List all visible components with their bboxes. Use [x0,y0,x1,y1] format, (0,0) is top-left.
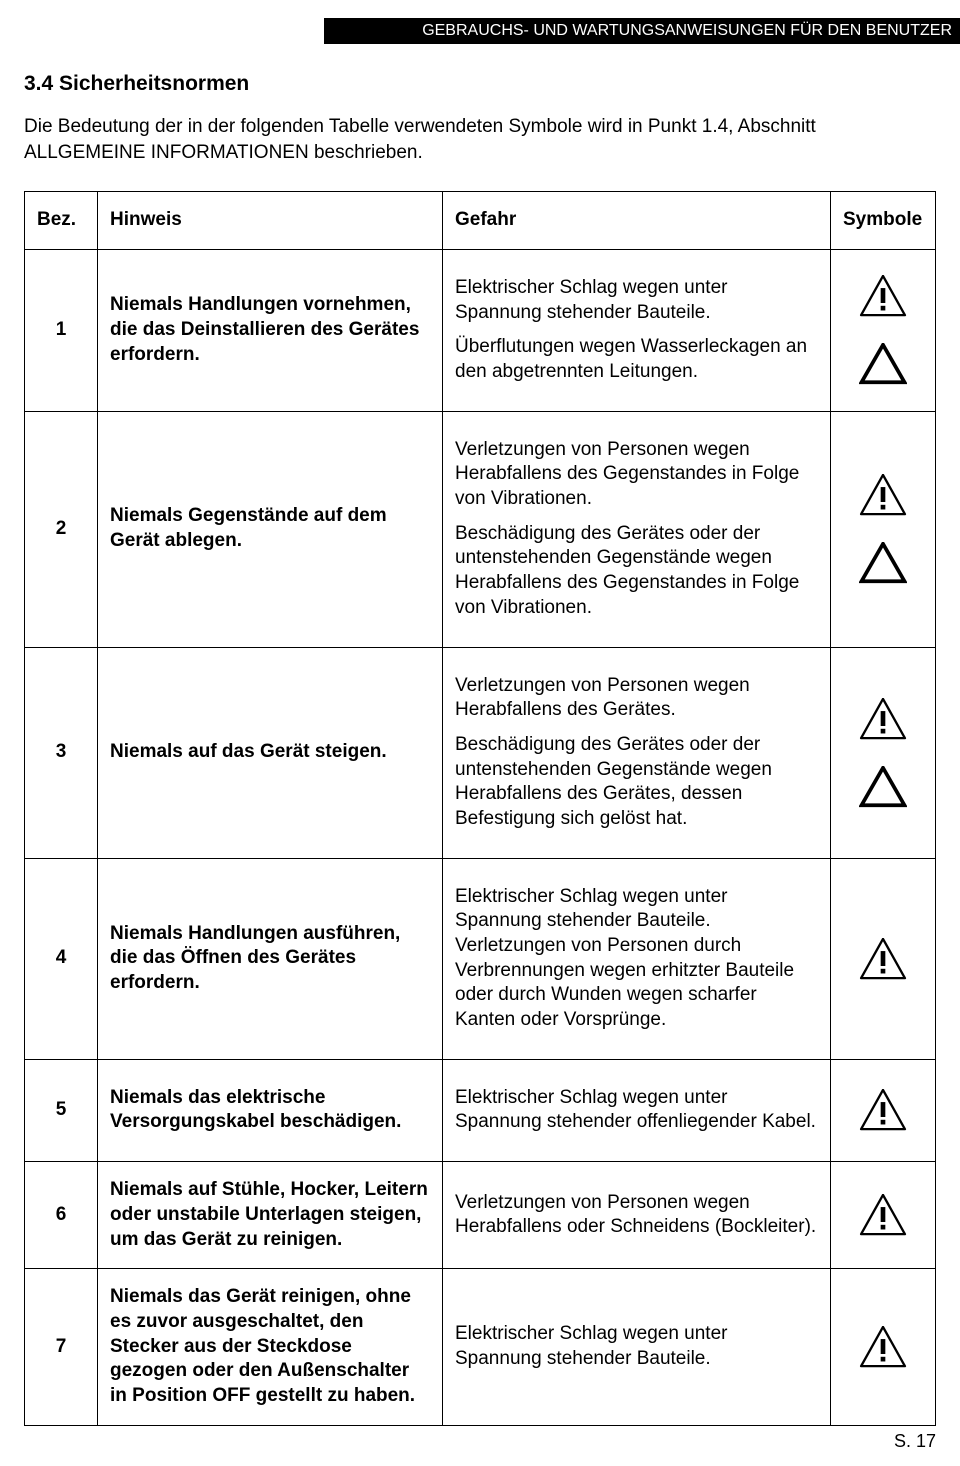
cell-hinweis: Niemals Handlungen ausführen, die das Öf… [98,858,443,1059]
safety-table: Bez. Hinweis Gefahr Symbole 1Niemals Han… [24,191,936,1425]
gefahr-item: Beschädigung des Gerätes oder der untens… [455,522,818,621]
warning-triangle-icon [859,343,907,385]
gefahr-item: Elektrischer Schlag wegen unter Spannung… [455,1322,818,1371]
gefahr-item: Verletzungen von Personen wegen Herabfal… [455,674,818,723]
table-row: 6Niemals auf Stühle, Hocker, Leitern ode… [25,1162,936,1269]
cell-bez: 6 [25,1162,98,1269]
gefahr-item: Elektrischer Schlag wegen unter Spannung… [455,1086,818,1135]
cell-hinweis: Niemals Gegenstände auf dem Gerät ablege… [98,411,443,647]
cell-symbol [831,1059,936,1161]
cell-symbol [831,249,936,411]
cell-symbol [831,1162,936,1269]
warning-exclamation-icon [859,698,907,740]
warning-triangle-icon [859,542,907,584]
warning-exclamation-icon [859,474,907,516]
table-row: 7Niemals das Gerät reinigen, ohne es zuv… [25,1269,936,1425]
cell-gefahr: Verletzungen von Personen wegen Herabfal… [443,411,831,647]
cell-gefahr: Verletzungen von Personen wegen Herabfal… [443,647,831,858]
cell-bez: 3 [25,647,98,858]
warning-exclamation-icon [859,1089,907,1131]
warning-exclamation-icon [859,938,907,980]
section-title: 3.4 Sicherheitsnormen [24,72,936,96]
col-header-bez: Bez. [25,192,98,250]
table-row: 2Niemals Gegenstände auf dem Gerät ableg… [25,411,936,647]
warning-exclamation-icon [859,1326,907,1368]
cell-symbol [831,647,936,858]
cell-gefahr: Elektrischer Schlag wegen unter Spannung… [443,858,831,1059]
cell-hinweis: Niemals das elektrische Versorgungskabel… [98,1059,443,1161]
cell-hinweis: Niemals das Gerät reinigen, ohne es zuvo… [98,1269,443,1425]
table-row: 3Niemals auf das Gerät steigen.Verletzun… [25,647,936,858]
cell-hinweis: Niemals Handlungen vornehmen, die das De… [98,249,443,411]
gefahr-item: Verletzungen von Personen wegen Herabfal… [455,438,818,512]
warning-exclamation-icon [859,275,907,317]
cell-symbol [831,858,936,1059]
page-number: S. 17 [894,1431,936,1452]
gefahr-item: Elektrischer Schlag wegen unter Spannung… [455,276,818,325]
col-header-hinweis: Hinweis [98,192,443,250]
cell-gefahr: Elektrischer Schlag wegen unter Spannung… [443,249,831,411]
cell-symbol [831,1269,936,1425]
warning-exclamation-icon [859,1194,907,1236]
cell-bez: 1 [25,249,98,411]
cell-hinweis: Niemals auf Stühle, Hocker, Leitern oder… [98,1162,443,1269]
table-row: 4Niemals Handlungen ausführen, die das Ö… [25,858,936,1059]
cell-hinweis: Niemals auf das Gerät steigen. [98,647,443,858]
cell-bez: 7 [25,1269,98,1425]
col-header-symbole: Symbole [831,192,936,250]
page-header-bar: GEBRAUCHS- UND WARTUNGSANWEISUNGEN FÜR D… [324,18,960,44]
intro-paragraph: Die Bedeutung der in der folgenden Tabel… [24,114,936,165]
warning-triangle-icon [859,766,907,808]
cell-gefahr: Elektrischer Schlag wegen unter Spannung… [443,1269,831,1425]
cell-bez: 4 [25,858,98,1059]
col-header-gefahr: Gefahr [443,192,831,250]
cell-gefahr: Verletzungen von Personen wegen Herabfal… [443,1162,831,1269]
cell-bez: 5 [25,1059,98,1161]
gefahr-item: Beschädigung des Gerätes oder der untens… [455,733,818,832]
gefahr-item: Elektrischer Schlag wegen unter Spannung… [455,885,818,1033]
cell-bez: 2 [25,411,98,647]
table-row: 5Niemals das elektrische Versorgungskabe… [25,1059,936,1161]
table-row: 1Niemals Handlungen vornehmen, die das D… [25,249,936,411]
cell-gefahr: Elektrischer Schlag wegen unter Spannung… [443,1059,831,1161]
gefahr-item: Überflutungen wegen Wasserleckagen an de… [455,335,818,384]
cell-symbol [831,411,936,647]
gefahr-item: Verletzungen von Personen wegen Herabfal… [455,1191,818,1240]
